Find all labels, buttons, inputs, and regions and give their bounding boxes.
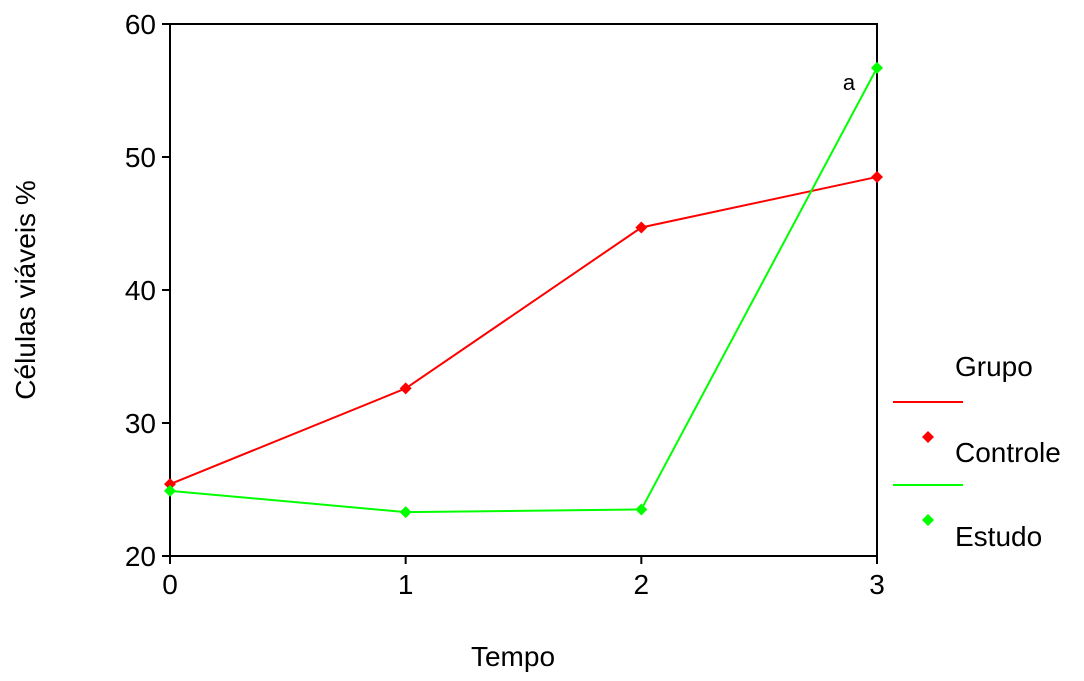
- x-tick-label: 3: [869, 569, 885, 600]
- y-tick-label: 30: [125, 408, 156, 439]
- legend-label-estudo: Estudo: [955, 521, 1042, 552]
- series-line-estudo: [169, 67, 878, 514]
- data-point-estudo: [635, 503, 648, 516]
- legend: Grupo Controle Estudo: [893, 351, 1061, 552]
- data-point-controle: [164, 478, 176, 491]
- y-tick-label: 20: [125, 541, 156, 572]
- data-point-controle: [871, 170, 883, 183]
- plot-frame: [169, 23, 878, 557]
- y-axis-label: Células viáveis %: [10, 180, 41, 399]
- x-tick-label: 1: [398, 569, 414, 600]
- y-tick-label: 40: [125, 275, 156, 306]
- y-tick-label: 50: [125, 142, 156, 173]
- y-tick-label: 60: [125, 9, 156, 40]
- data-point-controle: [399, 382, 412, 395]
- annotation-layer: a: [843, 70, 856, 95]
- legend-marker-controle: [922, 431, 934, 443]
- data-annotation: a: [843, 70, 856, 95]
- x-axis-label: Tempo: [471, 641, 555, 672]
- data-point-estudo: [399, 506, 412, 519]
- legend-label-controle: Controle: [955, 437, 1061, 468]
- legend-title: Grupo: [955, 351, 1033, 382]
- data-point-estudo: [871, 61, 883, 74]
- data-point-controle: [635, 221, 648, 234]
- series-layer: [164, 61, 883, 519]
- x-tick-label: 2: [634, 569, 650, 600]
- x-tick-label: 0: [162, 569, 178, 600]
- y-axis-ticks: 20 30 40 50 60: [125, 9, 170, 572]
- legend-marker-estudo: [922, 514, 934, 526]
- data-point-estudo: [164, 484, 176, 497]
- series-line-controle: [169, 175, 878, 486]
- x-axis-ticks: 0 1 2 3: [162, 556, 885, 600]
